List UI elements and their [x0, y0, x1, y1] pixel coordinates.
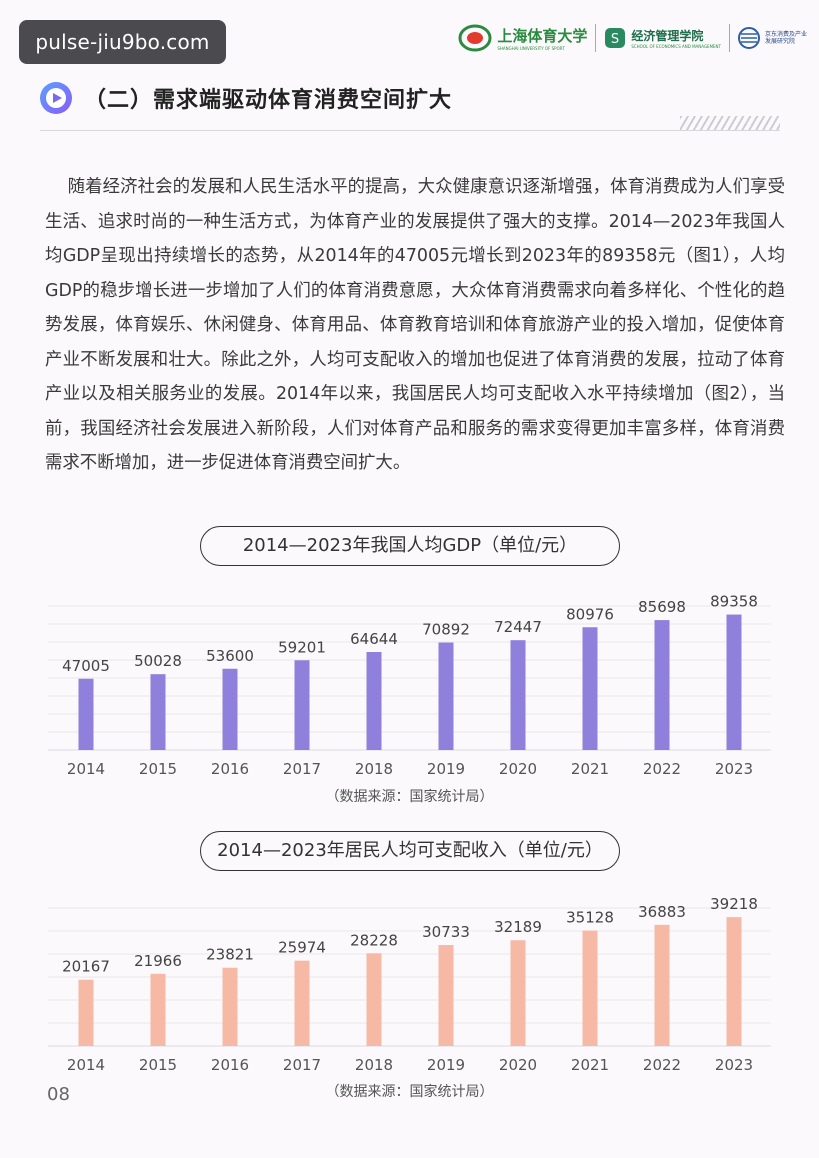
bar-2017	[294, 960, 310, 1046]
logo-divider	[729, 24, 730, 52]
bar-2023	[726, 917, 742, 1046]
institute-emblem-icon	[738, 27, 760, 49]
watermark: pulse-jiu9bo.com	[19, 20, 226, 64]
school-emblem-icon: S	[605, 28, 626, 48]
bar-2022	[654, 620, 670, 750]
x-tick-2017: 2017	[283, 760, 321, 778]
chart-source-income: （数据来源：国家统计局）	[325, 1084, 494, 1100]
x-tick-2016: 2016	[211, 1056, 249, 1074]
school-name: 经济管理学院	[631, 29, 704, 43]
x-tick-2018: 2018	[355, 1056, 393, 1074]
section-header: （二）需求端驱动体育消费空间扩大	[40, 78, 780, 131]
data-label-2016: 23821	[206, 946, 254, 964]
school-logo: S 经济管理学院 SCHOOL OF ECONOMICS AND MANAGEM…	[604, 27, 721, 49]
data-label-2021: 80976	[566, 605, 614, 623]
data-label-2018: 28228	[350, 931, 398, 949]
x-tick-2019: 2019	[427, 760, 465, 778]
institute-logo: 京东消费及产业发展研究院	[738, 25, 807, 51]
header-logos: 上海体育大学 SHANGHAI UNIVERSITY OF SPORT S 经济…	[458, 18, 807, 58]
bar-2018	[366, 953, 382, 1046]
bar-2014	[78, 979, 94, 1046]
data-label-2017: 25974	[278, 939, 326, 957]
x-tick-2023: 2023	[715, 1056, 753, 1074]
data-label-2020: 32189	[494, 918, 542, 936]
data-label-2019: 70892	[422, 621, 470, 639]
svg-text:S: S	[611, 32, 619, 47]
bar-2015	[150, 973, 166, 1046]
bar-2019	[438, 642, 454, 750]
data-label-2014: 20167	[62, 958, 110, 976]
data-label-2020: 72447	[494, 618, 542, 636]
university-emblem-icon	[458, 24, 492, 52]
bar-2021	[582, 930, 598, 1046]
bar-2015	[150, 674, 166, 750]
bar-2023	[726, 614, 742, 750]
data-label-2018: 64644	[350, 630, 398, 648]
bar-2016	[222, 668, 238, 750]
university-logo: 上海体育大学 SHANGHAI UNIVERSITY OF SPORT	[458, 24, 587, 52]
data-label-2023: 39218	[710, 895, 758, 913]
university-name: 上海体育大学	[497, 27, 588, 45]
x-tick-2021: 2021	[571, 1056, 609, 1074]
data-label-2017: 59201	[278, 638, 326, 656]
chart-title-gdp: 2014—2023年我国人均GDP（单位/元）	[200, 526, 620, 566]
bar-2022	[654, 924, 670, 1046]
data-label-2016: 53600	[206, 647, 254, 665]
bar-2018	[366, 652, 382, 750]
data-label-2015: 21966	[134, 952, 182, 970]
data-label-2015: 50028	[134, 652, 182, 670]
institute-name: 京东消费及产业发展研究院	[765, 31, 808, 45]
x-tick-2018: 2018	[355, 760, 393, 778]
chart-income: 20167 2014 21966 2015 23821 2016 25974 2017 2822…	[48, 895, 771, 1074]
logo-divider	[595, 24, 597, 52]
bar-2020	[510, 640, 526, 750]
body-paragraph: 随着经济社会的发展和人民生活水平的提高，大众健康意识逐渐增强，体育消费成为人们享…	[45, 177, 785, 473]
x-tick-2021: 2021	[571, 760, 609, 778]
x-tick-2019: 2019	[427, 1056, 465, 1074]
school-name-en: SCHOOL OF ECONOMICS AND MANAGEMENT	[631, 44, 721, 49]
data-label-2021: 35128	[566, 909, 614, 927]
bar-2020	[510, 940, 526, 1046]
university-name-en: SHANGHAI UNIVERSITY OF SPORT	[497, 46, 565, 51]
section-title: （二）需求端驱动体育消费空间扩大	[84, 88, 453, 113]
data-label-2022: 36883	[638, 903, 686, 921]
chart-source-gdp: （数据来源：国家统计局）	[325, 789, 494, 805]
chart-gdp: 47005 2014 50028 2015 53600 2016 59201 2017 6464…	[48, 593, 771, 778]
data-label-2023: 89358	[710, 593, 758, 611]
decorative-hatch	[680, 116, 780, 130]
data-label-2019: 30733	[422, 923, 470, 941]
data-label-2022: 85698	[638, 598, 686, 616]
chart-title-income: 2014—2023年居民人均可支配收入（单位/元）	[200, 831, 620, 871]
page-number: 08	[47, 1084, 70, 1105]
x-tick-2023: 2023	[715, 760, 753, 778]
play-icon	[40, 82, 72, 114]
x-tick-2020: 2020	[499, 1056, 537, 1074]
x-tick-2014: 2014	[67, 1056, 105, 1074]
x-tick-2022: 2022	[643, 1056, 681, 1074]
data-label-2014: 47005	[62, 657, 110, 675]
section-divider	[40, 130, 780, 131]
x-tick-2015: 2015	[139, 1056, 177, 1074]
x-tick-2014: 2014	[67, 760, 105, 778]
bar-2014	[78, 678, 94, 750]
x-tick-2017: 2017	[283, 1056, 321, 1074]
bar-2019	[438, 945, 454, 1046]
x-tick-2015: 2015	[139, 760, 177, 778]
bar-2017	[294, 660, 310, 750]
x-tick-2016: 2016	[211, 760, 249, 778]
bar-2016	[222, 967, 238, 1046]
bar-2021	[582, 627, 598, 750]
x-tick-2022: 2022	[643, 760, 681, 778]
x-tick-2020: 2020	[499, 760, 537, 778]
